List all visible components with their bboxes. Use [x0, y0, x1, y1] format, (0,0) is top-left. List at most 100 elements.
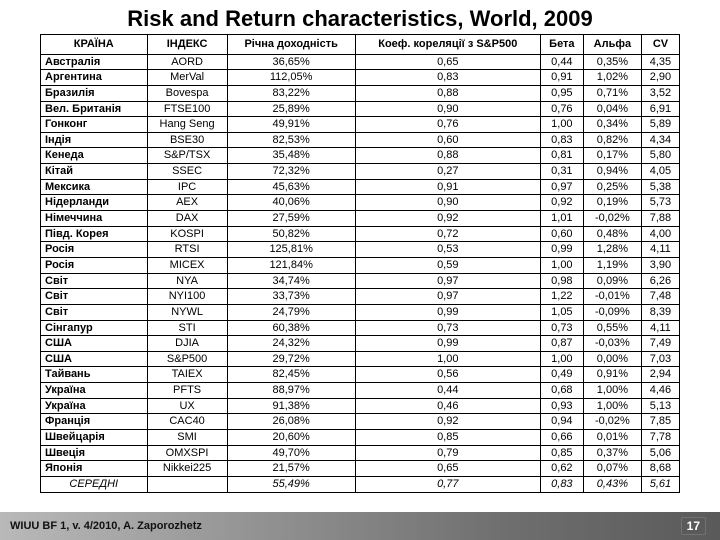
cell-value: 20,60%: [227, 430, 355, 446]
cell-value: 0,44: [540, 54, 583, 70]
cell-value: 0,17%: [583, 148, 641, 164]
cell-value: 0,65: [355, 461, 540, 477]
cell-value: 1,00%: [583, 383, 641, 399]
table-row: ШвеціяOMXSPI49,70%0,790,850,37%5,06: [41, 445, 680, 461]
table-row: КенедаS&P/TSX35,48%0,880,810,17%5,80: [41, 148, 680, 164]
cell-value: 5,89: [641, 117, 679, 133]
summary-cell: 0,77: [355, 476, 540, 492]
slide-title: Risk and Return characteristics, World, …: [0, 0, 720, 34]
cell-value: 4,05: [641, 164, 679, 180]
col-header-0: КРАЇНА: [41, 35, 148, 55]
cell-value: 7,85: [641, 414, 679, 430]
cell-country: Кітай: [41, 164, 148, 180]
cell-value: 0,88: [355, 148, 540, 164]
cell-value: -0,01%: [583, 289, 641, 305]
cell-value: 26,08%: [227, 414, 355, 430]
table-row: УкраїнаPFTS88,97%0,440,681,00%4,46: [41, 383, 680, 399]
cell-value: 0,00%: [583, 351, 641, 367]
table-row: СінгапурSTI60,38%0,730,730,55%4,11: [41, 320, 680, 336]
cell-value: 0,37%: [583, 445, 641, 461]
table-row: НідерландиAEX40,06%0,900,920,19%5,73: [41, 195, 680, 211]
footer-bar: WIUU BF 1, v. 4/2010, A. Zaporozhetz 17: [0, 512, 720, 540]
table-row: ІндіяBSE3082,53%0,600,830,82%4,34: [41, 132, 680, 148]
cell-value: 0,66: [540, 430, 583, 446]
table-row: СвітNYA34,74%0,970,980,09%6,26: [41, 273, 680, 289]
cell-index: KOSPI: [147, 226, 227, 242]
cell-country: Світ: [41, 273, 148, 289]
cell-value: 0,88: [355, 85, 540, 101]
cell-value: 0,49: [540, 367, 583, 383]
cell-country: Кенеда: [41, 148, 148, 164]
cell-index: DJIA: [147, 336, 227, 352]
cell-value: 5,06: [641, 445, 679, 461]
cell-value: 0,90: [355, 195, 540, 211]
cell-value: 1,02%: [583, 70, 641, 86]
cell-value: 0,09%: [583, 273, 641, 289]
cell-value: 0,60: [540, 226, 583, 242]
cell-value: 3,90: [641, 257, 679, 273]
cell-value: 8,68: [641, 461, 679, 477]
cell-value: 0,99: [355, 336, 540, 352]
cell-index: PFTS: [147, 383, 227, 399]
page-number: 17: [681, 517, 706, 535]
cell-value: 0,44: [355, 383, 540, 399]
cell-country: Україна: [41, 398, 148, 414]
cell-value: 49,91%: [227, 117, 355, 133]
cell-value: 0,97: [540, 179, 583, 195]
table-row: КітайSSEC72,32%0,270,310,94%4,05: [41, 164, 680, 180]
cell-index: S&P500: [147, 351, 227, 367]
cell-value: 0,97: [355, 289, 540, 305]
cell-value: 0,93: [540, 398, 583, 414]
cell-country: Австралія: [41, 54, 148, 70]
cell-value: 0,87: [540, 336, 583, 352]
cell-value: 121,84%: [227, 257, 355, 273]
table-row: СвітNYI10033,73%0,971,22-0,01%7,48: [41, 289, 680, 305]
cell-value: 35,48%: [227, 148, 355, 164]
cell-value: -0,02%: [583, 414, 641, 430]
cell-country: Вел. Британія: [41, 101, 148, 117]
col-header-2: Річна доходність: [227, 35, 355, 55]
cell-value: 0,27: [355, 164, 540, 180]
cell-value: 0,01%: [583, 430, 641, 446]
cell-index: SMI: [147, 430, 227, 446]
cell-value: 112,05%: [227, 70, 355, 86]
summary-cell: 55,49%: [227, 476, 355, 492]
cell-value: 0,98: [540, 273, 583, 289]
cell-index: S&P/TSX: [147, 148, 227, 164]
cell-country: Тайвань: [41, 367, 148, 383]
table-row: СШАS&P50029,72%1,001,000,00%7,03: [41, 351, 680, 367]
table-row: УкраїнаUX91,38%0,460,931,00%5,13: [41, 398, 680, 414]
cell-value: 6,26: [641, 273, 679, 289]
cell-value: 82,53%: [227, 132, 355, 148]
cell-value: 1,28%: [583, 242, 641, 258]
cell-index: AORD: [147, 54, 227, 70]
cell-index: OMXSPI: [147, 445, 227, 461]
table-row: ШвейцаріяSMI20,60%0,850,660,01%7,78: [41, 430, 680, 446]
cell-country: Бразилія: [41, 85, 148, 101]
risk-return-table: КРАЇНАІНДЕКСРічна доходністьКоеф. кореля…: [40, 34, 680, 493]
cell-value: 0,94: [540, 414, 583, 430]
cell-value: 0,04%: [583, 101, 641, 117]
cell-index: AEX: [147, 195, 227, 211]
table-row: РосіяRTSI125,81%0,530,991,28%4,11: [41, 242, 680, 258]
table-row: МексикаIPC45,63%0,910,970,25%5,38: [41, 179, 680, 195]
cell-value: 1,00: [540, 257, 583, 273]
cell-index: FTSE100: [147, 101, 227, 117]
cell-country: США: [41, 351, 148, 367]
cell-value: 0,73: [540, 320, 583, 336]
cell-value: 0,94%: [583, 164, 641, 180]
cell-value: 0,79: [355, 445, 540, 461]
cell-value: 1,19%: [583, 257, 641, 273]
cell-value: 0,19%: [583, 195, 641, 211]
cell-country: Швеція: [41, 445, 148, 461]
cell-value: 25,89%: [227, 101, 355, 117]
cell-value: 0,92: [355, 414, 540, 430]
table-row: Півд. КореяKOSPI50,82%0,720,600,48%4,00: [41, 226, 680, 242]
cell-value: 27,59%: [227, 211, 355, 227]
table-row: ЯпоніяNikkei22521,57%0,650,620,07%8,68: [41, 461, 680, 477]
table-row: РосіяMICEX121,84%0,591,001,19%3,90: [41, 257, 680, 273]
cell-value: 0,46: [355, 398, 540, 414]
col-header-6: CV: [641, 35, 679, 55]
cell-index: Hang Seng: [147, 117, 227, 133]
col-header-1: ІНДЕКС: [147, 35, 227, 55]
